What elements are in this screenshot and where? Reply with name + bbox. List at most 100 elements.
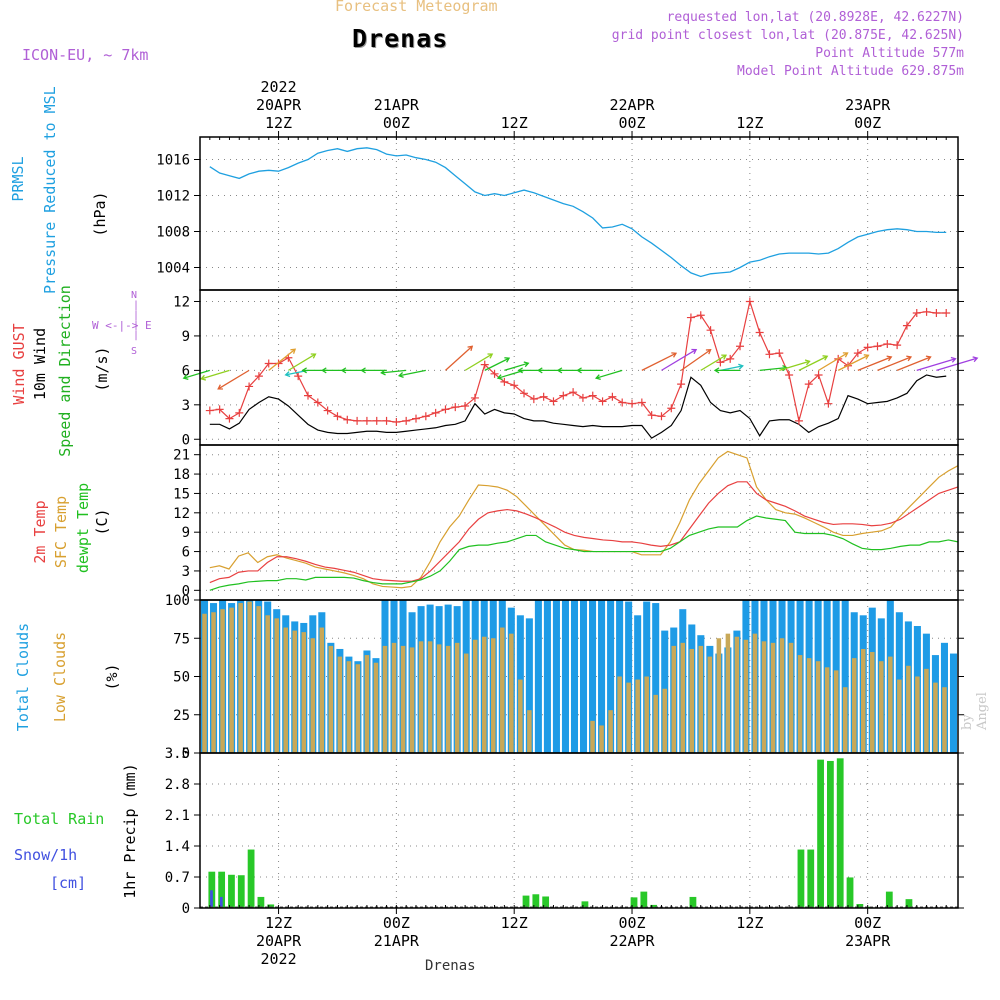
total-cloud-bar — [589, 600, 597, 753]
low-cloud-bar — [427, 641, 433, 753]
gust-marker — [755, 328, 764, 337]
wind-arrow-head — [290, 348, 297, 354]
low-cloud-bar — [716, 638, 722, 753]
low-cloud-bar — [689, 648, 695, 753]
wind-arrow — [217, 369, 250, 390]
low-cloud-bar — [445, 645, 451, 753]
y-tick-label: 3 — [182, 564, 190, 580]
gust-marker — [922, 307, 931, 316]
y-tick-label: 100 — [165, 593, 190, 609]
gust-marker — [628, 399, 637, 408]
rain-bar — [640, 891, 648, 908]
total-cloud-bar — [949, 653, 958, 753]
gust-marker — [647, 411, 656, 420]
gust-marker — [804, 380, 813, 389]
wind-arrow-head — [950, 356, 957, 363]
wind-arrow-head — [284, 371, 291, 378]
low-cloud-bar — [491, 638, 496, 753]
top-time-label: 12Z — [265, 114, 292, 132]
low-cloud-bar — [436, 644, 442, 753]
bottom-time-label: 23APR — [845, 932, 891, 950]
wind-arrow-head — [537, 367, 543, 374]
low-cloud-bar — [500, 627, 505, 753]
total-cloud-bar — [841, 600, 849, 753]
rain-bar — [807, 849, 815, 908]
low-cloud-bar — [283, 627, 288, 753]
low-cloud-bar — [608, 710, 613, 753]
low-cloud-bar — [942, 687, 947, 753]
low-cloud-bar — [337, 656, 343, 753]
low-cloud-bar — [590, 720, 595, 753]
gust-marker — [323, 406, 332, 415]
gust-marker — [441, 405, 450, 414]
wind-arrow-head — [713, 367, 720, 374]
gust-marker — [883, 339, 892, 348]
snow-label: Snow/1h — [14, 846, 78, 864]
low-cloud-bar — [310, 638, 316, 753]
t2m-line — [209, 481, 959, 584]
gust-marker — [618, 398, 627, 407]
low-cloud-bar — [220, 609, 225, 753]
y-tick-label: 21 — [173, 448, 190, 464]
low-cloud-bar — [842, 687, 848, 753]
low-cloud-bar — [265, 615, 270, 753]
gust-marker — [254, 372, 263, 381]
low-cloud-bar — [481, 636, 487, 753]
low-cloud-bar — [355, 664, 361, 753]
bottom-time-label: 00Z — [618, 914, 645, 932]
low-cloud-bar — [906, 665, 911, 753]
low-cloud-bar — [328, 645, 334, 753]
low-cloud-bar — [301, 632, 307, 753]
rain-bar — [237, 875, 245, 908]
rain-bar — [218, 871, 226, 908]
pressure-line — [209, 147, 947, 278]
top-time-label: 22APR — [609, 96, 655, 114]
wind-arrow — [896, 356, 931, 371]
wind-arrow-head — [594, 374, 601, 381]
low-cloud-bar — [463, 653, 469, 753]
low-cloud-bar — [274, 618, 279, 753]
low-cloud-bar — [644, 676, 649, 753]
wind-arrow-head — [804, 359, 811, 366]
low-cloud-bar — [400, 645, 406, 753]
bottom-time-label: 12Z — [736, 914, 763, 932]
wind-arrow-head — [738, 363, 744, 370]
wind-arrow — [183, 369, 211, 379]
rain-bar — [689, 896, 697, 908]
wind-arrow-head — [691, 348, 698, 355]
wind-arrow-head — [310, 353, 317, 359]
gust-marker — [814, 370, 823, 379]
y-tick-label: 0 — [182, 746, 190, 762]
gust-marker — [569, 388, 578, 397]
low-cloud-bar — [662, 688, 667, 753]
wind10-line — [209, 374, 947, 439]
gust-marker — [912, 308, 921, 317]
low-cloud-bar — [391, 642, 397, 753]
gust-marker — [421, 412, 430, 421]
y-tick-label: 1.4 — [165, 839, 190, 855]
compass-vertical-icon: | | | | — [133, 300, 140, 341]
gust-marker — [696, 311, 705, 320]
low-cloud-bar — [824, 667, 830, 753]
wind-arrow — [916, 358, 956, 371]
panel-frame — [199, 444, 959, 601]
wind-arrow-head — [182, 374, 189, 381]
y-tick-label: 9 — [182, 525, 190, 541]
low-cloud-bar — [879, 661, 884, 753]
y-tick-label: 0 — [182, 583, 190, 599]
low-cloud-bar — [707, 656, 713, 753]
total-cloud-bar — [570, 600, 579, 753]
bottom-time-label: 12Z — [265, 914, 292, 932]
wind-arrow-head — [863, 354, 870, 360]
y-tick-label: 1008 — [156, 225, 190, 241]
gust-marker — [677, 380, 686, 389]
rain-bar — [257, 896, 265, 908]
top-time-label: 00Z — [618, 114, 645, 132]
gust-marker — [215, 405, 224, 414]
low-cloud-bar — [761, 641, 767, 753]
panel-temp — [194, 445, 964, 600]
bottom-time-label: 00Z — [854, 914, 881, 932]
low-cloud-bar — [888, 656, 893, 753]
gust-marker — [461, 401, 470, 410]
y-tick-label: 50 — [173, 670, 190, 686]
